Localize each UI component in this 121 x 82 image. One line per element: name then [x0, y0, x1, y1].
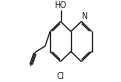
Text: N: N [82, 12, 87, 21]
Text: Cl: Cl [57, 72, 64, 81]
Text: HO: HO [54, 1, 66, 10]
